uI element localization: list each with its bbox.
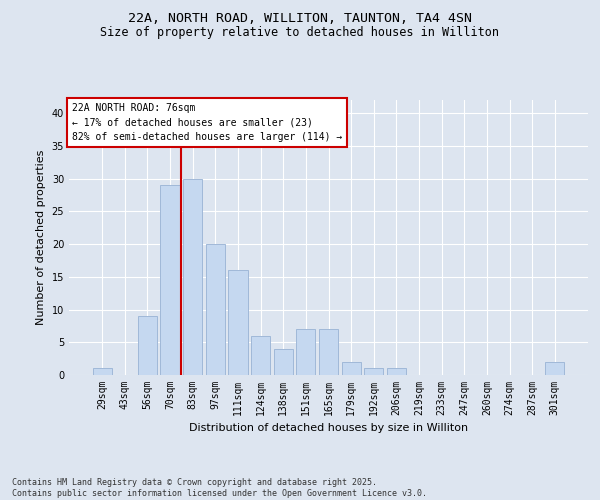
Bar	[545, 362, 565, 375]
Bar	[206, 244, 225, 375]
Bar	[183, 178, 202, 375]
Bar	[364, 368, 383, 375]
Bar	[274, 349, 293, 375]
Y-axis label: Number of detached properties: Number of detached properties	[36, 150, 46, 325]
X-axis label: Distribution of detached houses by size in Williton: Distribution of detached houses by size …	[189, 424, 468, 434]
Bar	[296, 329, 316, 375]
Text: Contains HM Land Registry data © Crown copyright and database right 2025.
Contai: Contains HM Land Registry data © Crown c…	[12, 478, 427, 498]
Text: 22A NORTH ROAD: 76sqm
← 17% of detached houses are smaller (23)
82% of semi-deta: 22A NORTH ROAD: 76sqm ← 17% of detached …	[71, 103, 342, 142]
Bar	[387, 368, 406, 375]
Text: 22A, NORTH ROAD, WILLITON, TAUNTON, TA4 4SN: 22A, NORTH ROAD, WILLITON, TAUNTON, TA4 …	[128, 12, 472, 26]
Bar	[138, 316, 157, 375]
Bar	[92, 368, 112, 375]
Bar	[160, 185, 180, 375]
Bar	[319, 329, 338, 375]
Text: Size of property relative to detached houses in Williton: Size of property relative to detached ho…	[101, 26, 499, 39]
Bar	[229, 270, 248, 375]
Bar	[341, 362, 361, 375]
Bar	[251, 336, 270, 375]
